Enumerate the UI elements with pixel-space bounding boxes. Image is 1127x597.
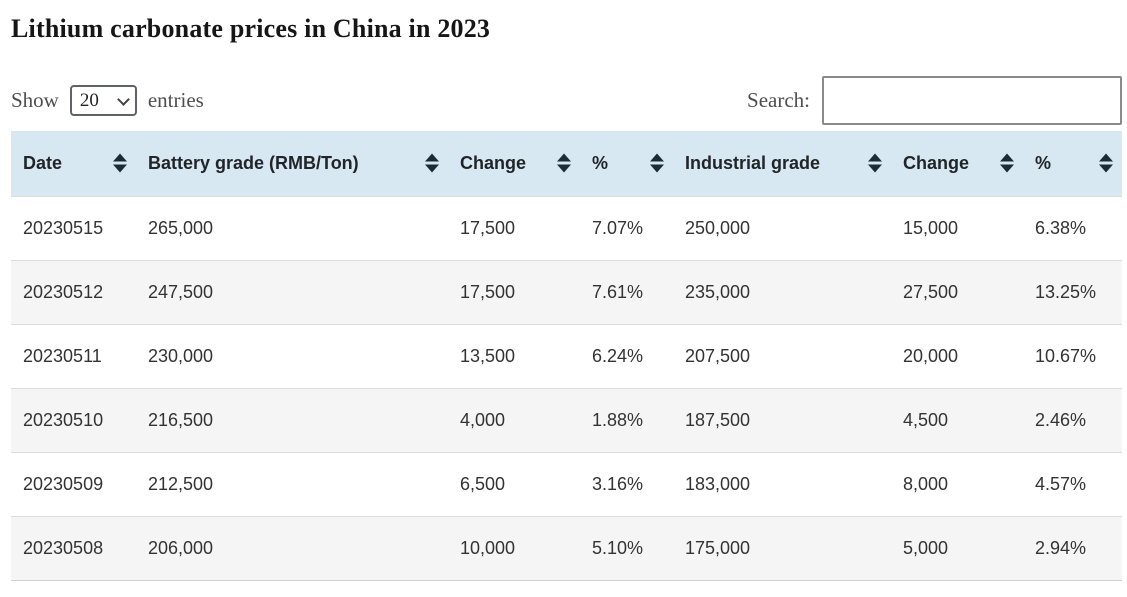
cell-battery-grade: 265,000 — [136, 195, 448, 260]
cell-industrial-percent: 13.25% — [1023, 259, 1122, 324]
search-input[interactable] — [822, 75, 1122, 125]
cell-industrial-grade: 183,000 — [673, 451, 891, 516]
column-header-label: Date — [23, 152, 63, 173]
column-header-industrial-change[interactable]: Change — [891, 131, 1023, 196]
cell-date: 20230512 — [11, 259, 136, 324]
cell-industrial-grade: 250,000 — [673, 195, 891, 260]
cell-industrial-change: 15,000 — [891, 195, 1023, 260]
table-row: 20230511 230,000 13,500 6.24% 207,500 20,000 1… — [11, 323, 1122, 388]
column-header-date[interactable]: Date — [11, 131, 136, 196]
sort-icon — [650, 153, 664, 173]
sort-icon — [868, 153, 882, 173]
cell-date: 20230511 — [11, 323, 136, 388]
table-row: 20230509 212,500 6,500 3.16% 183,000 8,000 4.5… — [11, 451, 1122, 516]
table-controls: Show 20 entries Search: — [11, 75, 1122, 125]
page-title: Lithium carbonate prices in China in 202… — [11, 14, 491, 43]
cell-date: 20230509 — [11, 451, 136, 516]
cell-battery-grade: 212,500 — [136, 451, 448, 516]
cell-date: 20230508 — [11, 515, 136, 581]
cell-battery-grade: 206,000 — [136, 515, 448, 581]
cell-battery-grade: 216,500 — [136, 387, 448, 452]
cell-battery-grade: 247,500 — [136, 259, 448, 324]
cell-battery-grade: 230,000 — [136, 323, 448, 388]
entries-select-wrap: 20 — [69, 84, 137, 116]
cell-battery-percent: 6.24% — [580, 323, 673, 388]
sort-icon — [1099, 153, 1113, 173]
cell-industrial-percent: 6.38% — [1023, 195, 1122, 260]
data-table: Date Battery grade (RMB/Ton) Change% Indust… — [11, 131, 1122, 581]
cell-industrial-grade: 187,500 — [673, 387, 891, 452]
column-header-battery-grade[interactable]: Battery grade (RMB/Ton) — [136, 131, 448, 196]
sort-icon — [557, 153, 571, 173]
cell-industrial-percent: 2.94% — [1023, 515, 1122, 581]
column-header-battery-change[interactable]: Change — [448, 131, 580, 196]
cell-industrial-change: 4,500 — [891, 387, 1023, 452]
cell-industrial-change: 27,500 — [891, 259, 1023, 324]
entries-select[interactable]: 20 — [69, 84, 137, 116]
entries-label: entries — [147, 87, 204, 112]
cell-industrial-change: 5,000 — [891, 515, 1023, 581]
cell-battery-percent: 3.16% — [580, 451, 673, 516]
cell-battery-change: 10,000 — [448, 515, 580, 581]
table-row: 20230515 265,000 17,500 7.07% 250,000 15,000 6… — [11, 195, 1122, 260]
cell-date: 20230510 — [11, 387, 136, 452]
page: Lithium carbonate prices in China in 202… — [0, 13, 1127, 581]
cell-battery-percent: 7.07% — [580, 195, 673, 260]
column-header-industrial-percent[interactable]: % — [1023, 131, 1122, 196]
cell-battery-change: 13,500 — [448, 323, 580, 388]
table-row: 20230508 206,000 10,000 5.10% 175,000 5,000 2.… — [11, 515, 1122, 581]
cell-battery-change: 4,000 — [448, 387, 580, 452]
cell-date: 20230515 — [11, 195, 136, 260]
column-header-label: Battery grade (RMB/Ton) — [148, 152, 359, 173]
column-header-label: Industrial grade — [685, 152, 821, 173]
show-label: Show — [11, 87, 59, 112]
cell-industrial-grade: 207,500 — [673, 323, 891, 388]
table-body: 20230515 265,000 17,500 7.07% 250,000 15,000 6… — [11, 195, 1122, 581]
cell-battery-percent: 1.88% — [580, 387, 673, 452]
cell-industrial-grade: 235,000 — [673, 259, 891, 324]
column-header-battery-percent[interactable]: % — [580, 131, 673, 196]
cell-battery-change: 6,500 — [448, 451, 580, 516]
column-header-industrial-grade[interactable]: Industrial grade — [673, 131, 891, 196]
cell-industrial-percent: 4.57% — [1023, 451, 1122, 516]
cell-industrial-change: 8,000 — [891, 451, 1023, 516]
cell-industrial-percent: 2.46% — [1023, 387, 1122, 452]
column-header-label: % — [592, 152, 609, 173]
page-length-control: Show 20 entries — [11, 84, 204, 116]
table-row: 20230512 247,500 17,500 7.61% 235,000 27,500 1… — [11, 259, 1122, 324]
column-header-label: Change — [903, 152, 970, 173]
cell-industrial-change: 20,000 — [891, 323, 1023, 388]
cell-battery-change: 17,500 — [448, 195, 580, 260]
column-header-label: Change — [460, 152, 527, 173]
table-row: 20230510 216,500 4,000 1.88% 187,500 4,500 2.4… — [11, 387, 1122, 452]
sort-icon — [113, 153, 127, 173]
cell-battery-percent: 7.61% — [580, 259, 673, 324]
cell-battery-change: 17,500 — [448, 259, 580, 324]
search-control: Search: — [747, 75, 1122, 125]
cell-industrial-grade: 175,000 — [673, 515, 891, 581]
cell-industrial-percent: 10.67% — [1023, 323, 1122, 388]
column-header-label: % — [1035, 152, 1052, 173]
header-row: Date Battery grade (RMB/Ton) Change% Indust… — [11, 131, 1122, 196]
table-head: Date Battery grade (RMB/Ton) Change% Indust… — [11, 131, 1122, 196]
sort-icon — [425, 153, 439, 173]
cell-battery-percent: 5.10% — [580, 515, 673, 581]
sort-icon — [1000, 153, 1014, 173]
search-label: Search: — [747, 87, 810, 112]
